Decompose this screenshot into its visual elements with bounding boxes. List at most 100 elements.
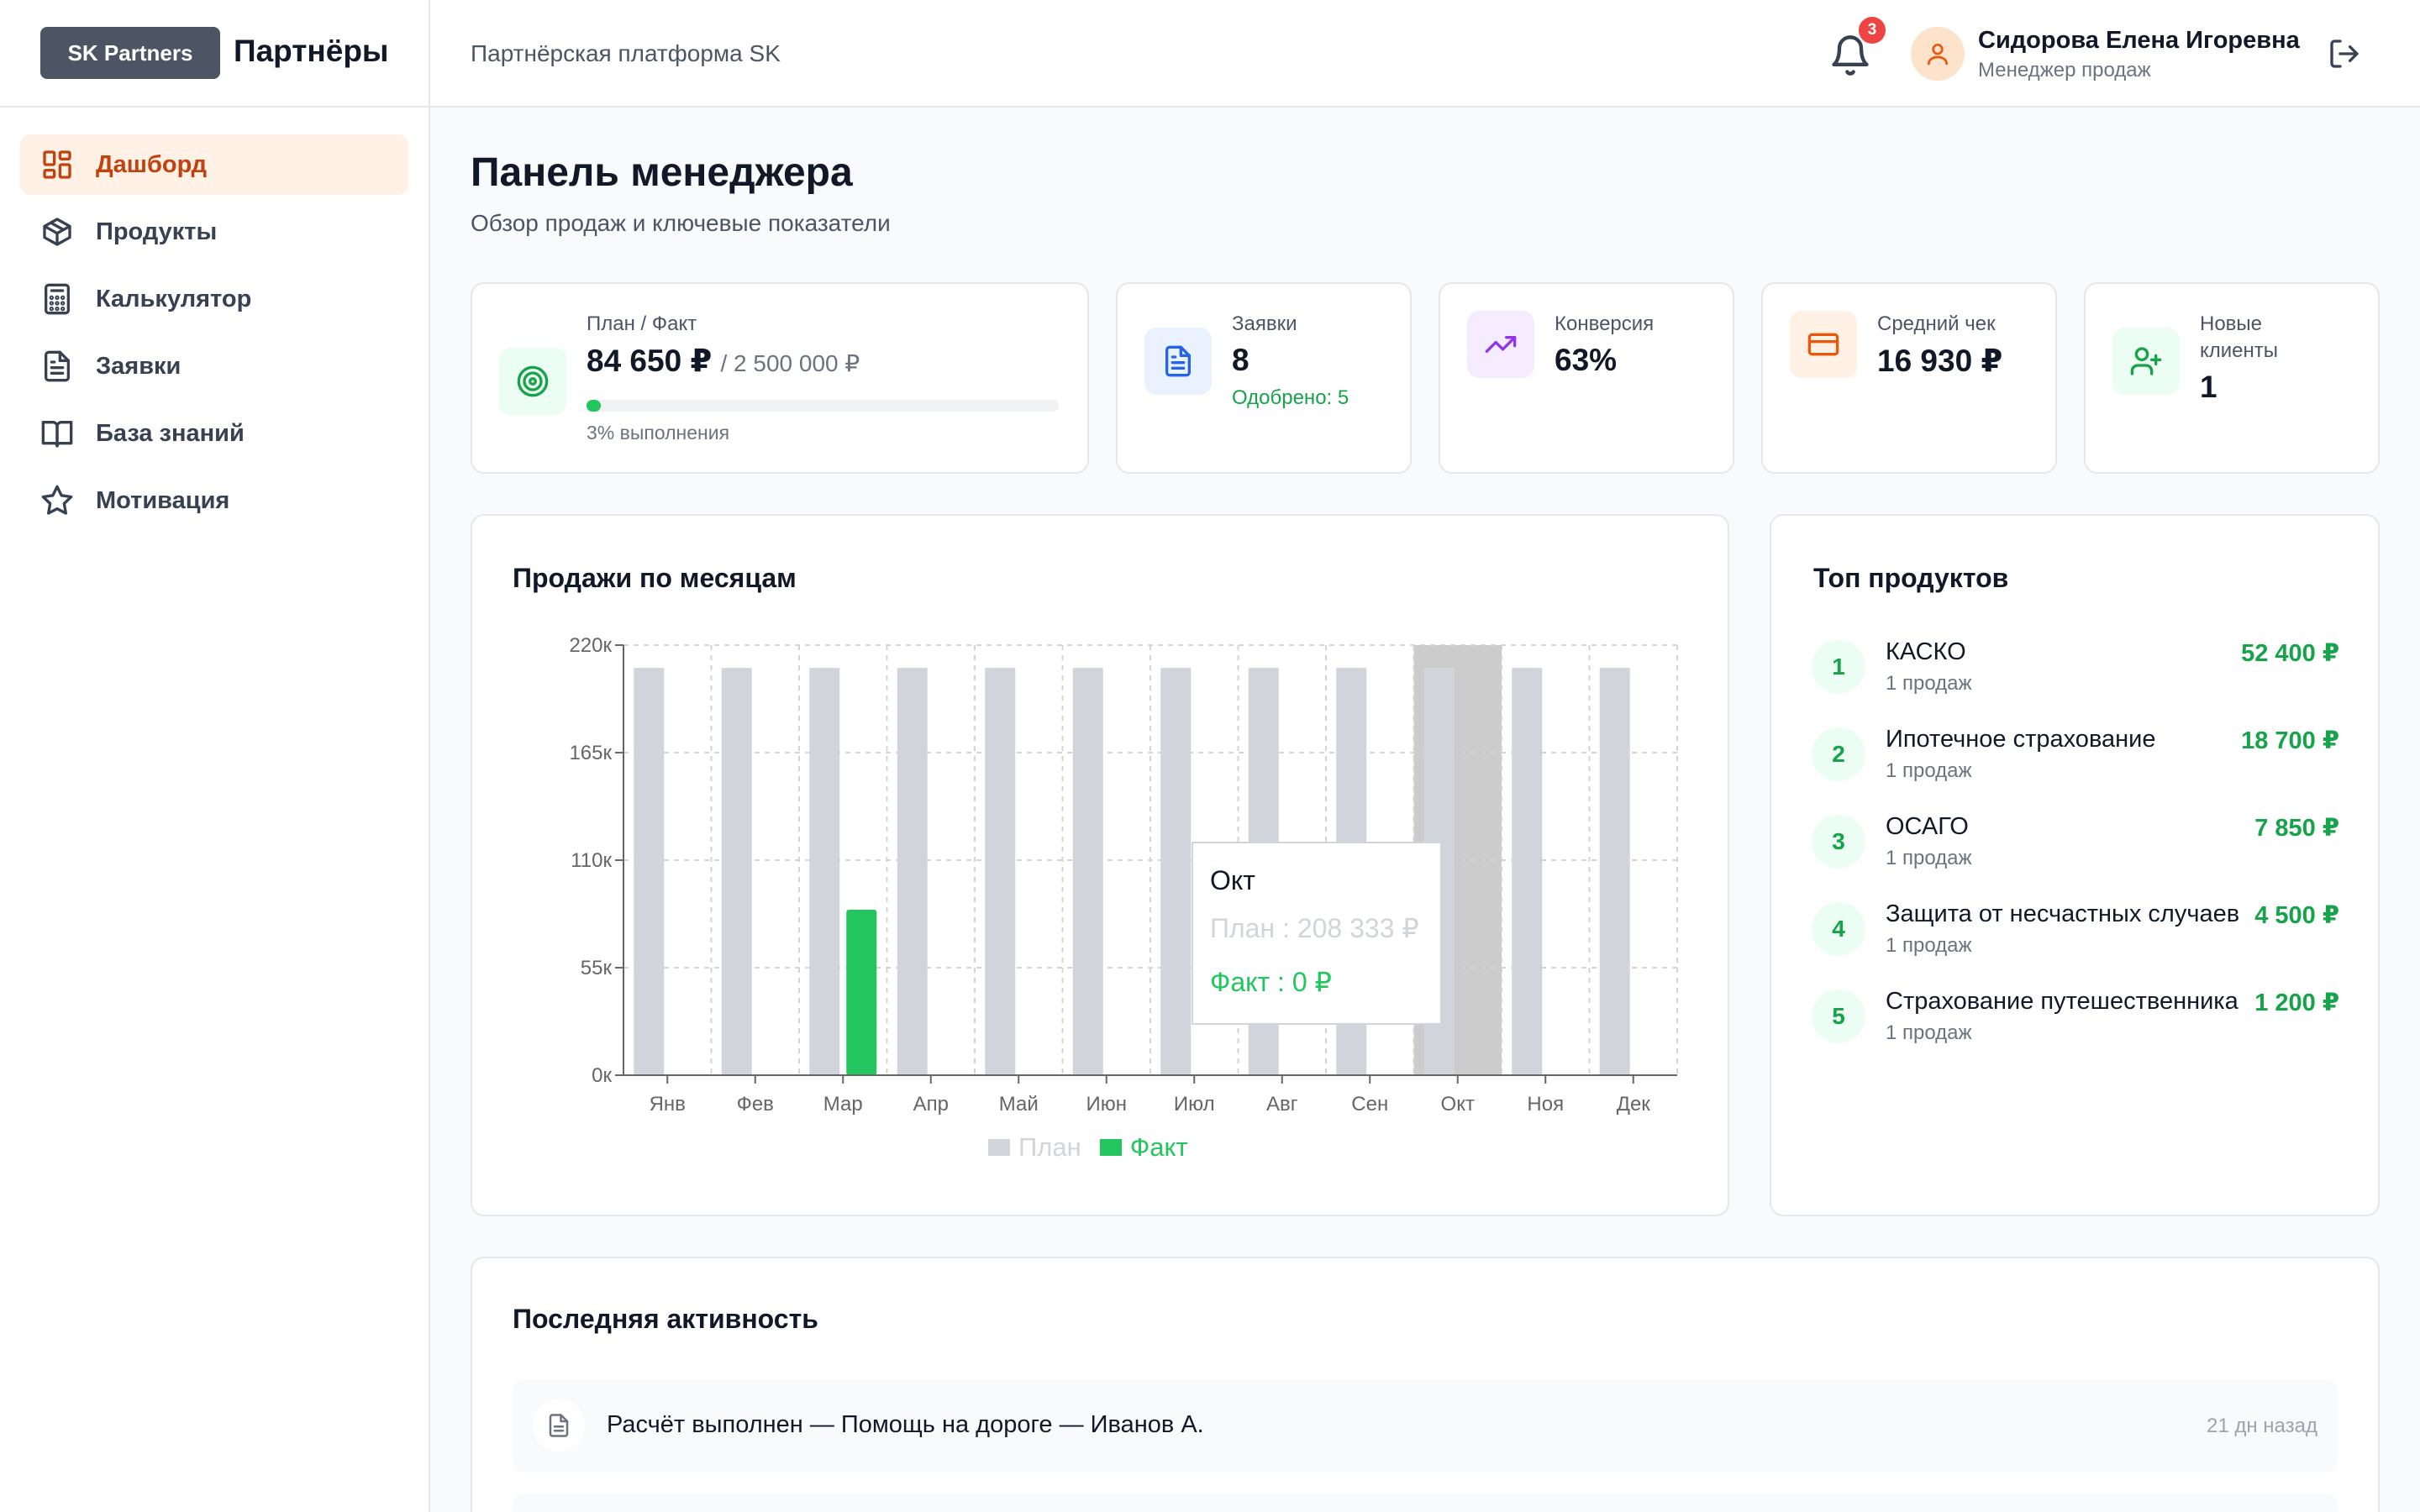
chart-legend: План Факт [988,1132,1188,1163]
plan-bar [634,668,665,1075]
product-rank: 3 [1812,815,1865,869]
product-sales: 1 продаж [1886,672,1972,695]
stat-card-plan: План / Факт 84 650 ₽ / 2 500 000 ₽ 3% вы… [471,282,1089,474]
activity-item[interactable]: Расчёт выполнен — Помощь на дороге — Ива… [513,1379,2338,1472]
stat-value: 63% [1555,343,1618,377]
product-name[interactable]: Ипотечное страхование [1886,726,2156,753]
plan-bar [897,668,928,1075]
page-subtitle: Обзор продаж и ключевые показатели [471,210,891,236]
product-rank: 5 [1812,990,1865,1043]
sidebar-item-calculator[interactable]: Калькулятор [20,269,408,329]
calculator-icon [45,283,70,315]
stat-card-requests: Заявки 8 Одобрено: 5 [1116,282,1412,474]
top-header: SK Partners Партнёры Партнёрская платфор… [0,0,2420,108]
stat-card-avg-check: Средний чек 16 930 ₽ [1761,282,2057,474]
sidebar-item-label: Калькулятор [96,285,252,312]
header-divider [429,0,430,108]
product-sales: 1 продаж [1886,1021,1972,1044]
product-name[interactable]: Страхование путешественника [1886,988,2238,1015]
stat-value: 84 650 ₽ / 2 500 000 ₽ [587,343,860,379]
stat-value: 8 [1232,343,1249,377]
logo-badge[interactable]: SK Partners [40,27,220,79]
activity-title: Последняя активность [513,1304,818,1334]
avatar[interactable] [1911,27,1965,81]
sidebar-item-requests[interactable]: Заявки [20,336,408,396]
plan-target: / 2 500 000 ₽ [720,350,860,376]
target-icon [499,348,566,415]
document-icon [45,350,71,382]
product-amount: 7 850 ₽ [2254,815,2339,842]
top-products-card [1770,514,2380,1216]
y-tick-label: 0к [592,1064,612,1087]
sidebar-item-dashboard[interactable]: Дашборд [20,134,408,195]
dashboard-icon [43,150,71,179]
plan-bar [1599,668,1630,1075]
stat-label: План / Факт [587,312,697,335]
stat-label: Заявки [1232,312,1297,335]
logout-icon[interactable] [2328,37,2361,71]
x-tick-label: Фев [737,1093,774,1116]
stat-label: Конверсия [1555,312,1655,335]
platform-title: Партнёрская платформа SK [471,40,781,66]
plan-bar [985,668,1016,1075]
sidebar-item-label: Продукты [96,218,218,245]
credit-card-icon [1790,311,1857,378]
book-icon [41,421,73,448]
product-amount: 1 200 ₽ [2254,990,2339,1016]
x-tick-label: Ноя [1527,1093,1564,1116]
logo-name: Партнёры [234,34,389,68]
legend-label: Факт [1129,1132,1188,1162]
trending-up-icon [1467,311,1534,378]
stat-card-conversion: Конверсия 63% [1439,282,1734,474]
product-amount: 52 400 ₽ [2241,640,2339,667]
approved-count: Одобрено: 5 [1232,386,1349,409]
plan-bar [1072,668,1103,1075]
product-sales: 1 продаж [1886,934,1972,957]
y-tick-label: 55к [581,957,613,979]
stat-value: 16 930 ₽ [1877,344,2003,378]
sidebar-item-label: Дашборд [96,150,207,178]
tooltip-plan: План : 208 333 ₽ [1210,913,1419,943]
legend-fact[interactable]: Факт [1099,1132,1188,1163]
top-products-title: Топ продуктов [1813,563,2009,593]
document-icon [533,1399,585,1452]
sidebar-item-products[interactable]: Продукты [20,202,408,262]
tooltip-fact: Факт : 0 ₽ [1210,967,1332,997]
tooltip-month: Окт [1210,865,1255,895]
page-title: Панель менеджера [471,150,853,195]
x-tick-label: Июн [1086,1093,1127,1116]
product-name[interactable]: Защита от несчастных случаев [1886,900,2240,927]
product-amount: 4 500 ₽ [2254,902,2339,929]
document-icon [1144,328,1212,395]
chart-tooltip: Окт План : 208 333 ₽ Факт : 0 ₽ [1192,842,1442,1025]
bell-icon[interactable] [1828,34,1872,77]
product-amount: 18 700 ₽ [2241,727,2339,754]
plan-progress-fill [587,400,601,412]
product-name[interactable]: КАСКО [1886,638,1966,665]
stat-label-line: Новые [2200,312,2263,335]
x-tick-label: Дек [1617,1093,1651,1116]
plan-fact-value: 84 650 ₽ [587,344,713,378]
legend-plan[interactable]: План [988,1132,1081,1163]
sidebar: Дашборд Продукты Калькулятор Заявки База… [0,108,430,1512]
legend-label: План [1018,1132,1081,1162]
plan-bar [1512,668,1543,1075]
sidebar-item-knowledge-base[interactable]: База знаний [20,403,408,464]
stat-value: 1 [2200,370,2217,404]
legend-swatch [988,1139,1010,1156]
user-plus-icon [2112,328,2180,395]
legend-swatch [1099,1139,1122,1156]
product-name[interactable]: ОСАГО [1886,813,1969,840]
sidebar-item-label: Заявки [96,352,182,380]
x-tick-label: Май [999,1093,1039,1116]
notification-badge: 3 [1859,17,1886,44]
product-rank: 4 [1812,902,1865,956]
user-role: Менеджер продаж [1978,59,2151,81]
activity-text: Расчёт выполнен — Помощь на дороге — Ива… [607,1411,1204,1438]
sidebar-item-motivation[interactable]: Мотивация [20,470,408,531]
y-tick-label: 110к [571,849,612,872]
activity-item[interactable] [513,1494,2338,1512]
product-rank: 1 [1812,640,1865,694]
activity-time: 21 дн назад [2207,1415,2317,1437]
sidebar-item-label: База знаний [96,419,245,447]
